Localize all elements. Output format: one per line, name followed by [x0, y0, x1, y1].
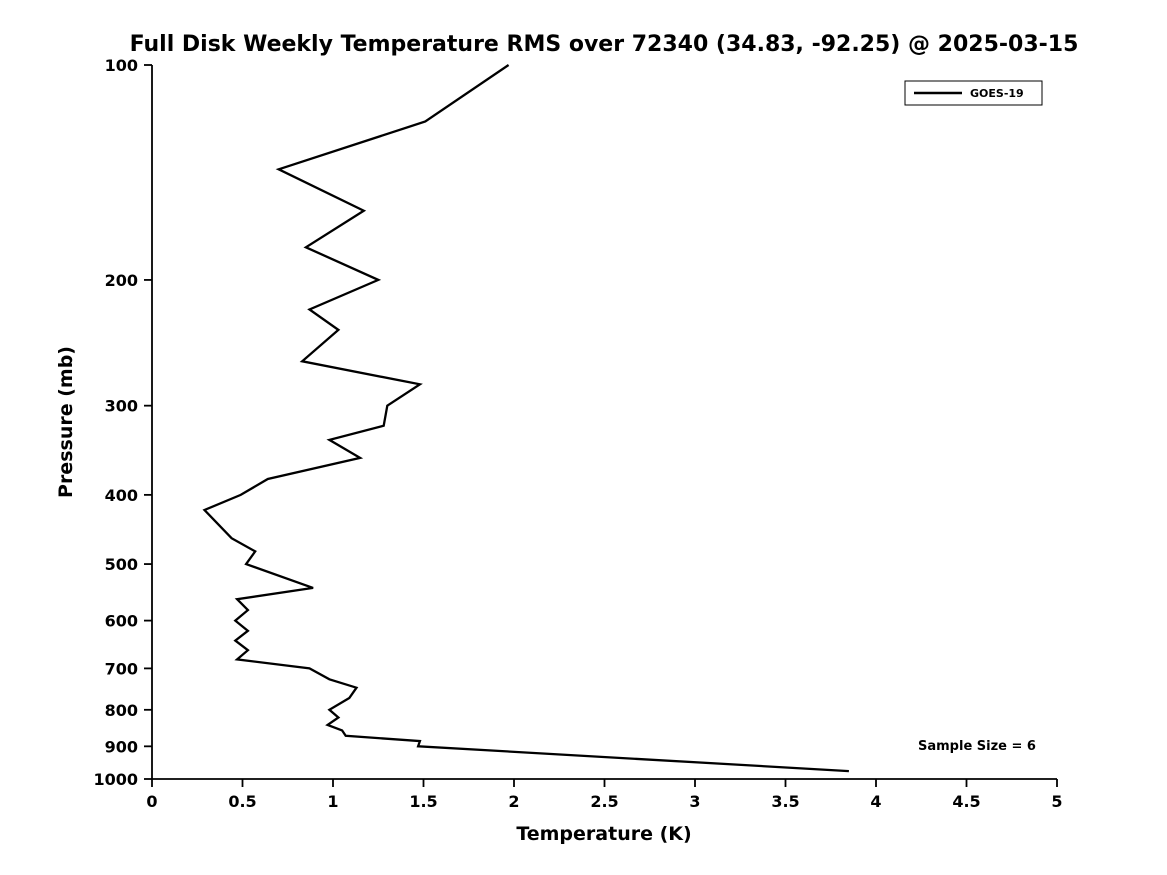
y-axis-label: Pressure (mb): [55, 346, 77, 498]
y-tick-label: 1000: [93, 770, 138, 789]
y-tick-label: 900: [105, 737, 138, 756]
x-tick-label: 0: [146, 792, 157, 811]
chart-title: Full Disk Weekly Temperature RMS over 72…: [130, 32, 1079, 57]
y-tick-label: 100: [105, 56, 138, 75]
series-line-goes-19: [202, 64, 849, 773]
x-tick-label: 2: [508, 792, 519, 811]
y-tick-label: 800: [105, 701, 138, 720]
sample-size-annotation: Sample Size = 6: [918, 739, 1036, 754]
x-tick-label: 2.5: [590, 792, 618, 811]
x-tick-label: 1: [327, 792, 338, 811]
y-tick-label: 700: [105, 659, 138, 678]
x-tick-label: 4.5: [952, 792, 980, 811]
x-tick-label: 5: [1051, 792, 1062, 811]
y-tick-label: 400: [105, 486, 138, 505]
series-goes19: [202, 64, 849, 773]
x-axis-label: Temperature (K): [516, 823, 691, 845]
x-tick-label: 4: [870, 792, 881, 811]
axes: 0 0.5 1 1.5 2 2.5 3 3.5 4 4.5 5 100 200 300 400 500 600 7…: [93, 56, 1062, 811]
x-tick-label: 0.5: [228, 792, 256, 811]
y-tick-label: 500: [105, 555, 138, 574]
y-tick-label: 600: [105, 612, 138, 631]
y-tick-label: 200: [105, 271, 138, 290]
x-tick-label: 1.5: [409, 792, 437, 811]
legend: GOES-19: [904, 80, 1043, 106]
legend-label-goes19: GOES-19: [970, 87, 1024, 100]
y-tick-label: 300: [105, 397, 138, 416]
x-tick-label: 3.5: [771, 792, 799, 811]
x-tick-label: 3: [689, 792, 700, 811]
